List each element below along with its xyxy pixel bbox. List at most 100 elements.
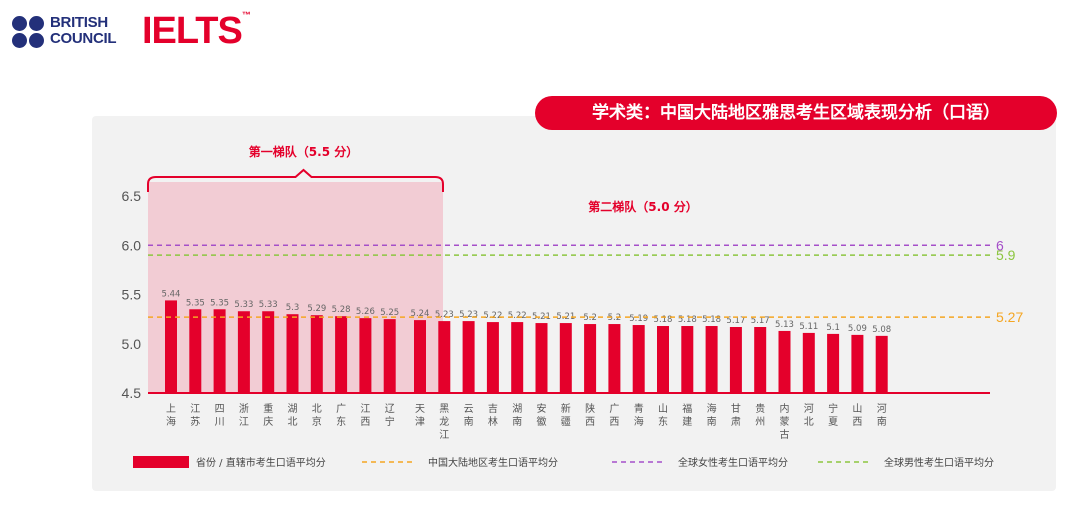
bar-value-label: 5.18 [678,315,697,325]
bar-value-label: 5.13 [775,320,794,330]
category-label: 云南 [464,404,474,428]
bar [632,325,645,393]
bar-value-label: 5.24 [411,309,430,319]
tier1-bracket [147,168,444,192]
category-label: 黑龙江 [439,403,449,441]
category-label: 重庆 [263,402,273,428]
british-council-logo: BRITISH COUNCIL [12,14,132,54]
y-tick-label: 6.0 [122,237,142,253]
bar-value-label: 5.22 [508,311,527,321]
bar-value-label: 5.33 [259,300,278,310]
tier1-label: 第一梯队（5.5 分） [249,144,358,159]
reference-line-label: 6 [996,237,1004,253]
bar-value-label: 5.44 [162,289,181,299]
category-label: 宁夏 [828,402,838,428]
bar [237,311,250,393]
bar [802,332,815,393]
category-label: 江西 [360,403,370,428]
category-label: 河南 [877,403,887,428]
bar [335,316,348,393]
bar [438,321,451,393]
category-label: 上海 [166,403,176,428]
category-label: 江苏 [190,403,200,428]
bar [705,326,718,393]
category-label: 山西 [852,403,862,428]
legend-line-label: 中国大陆地区考生口语平均分 [428,456,558,469]
category-label: 辽宁 [385,403,395,428]
bar-value-label: 5.23 [459,310,478,320]
bar-value-label: 5.3 [286,303,300,313]
bar-value-label: 5.11 [799,322,818,332]
bar [189,309,202,393]
category-label: 福建 [682,402,692,428]
bar-value-label: 5.17 [726,316,745,326]
bar [608,324,621,393]
bar [729,327,742,393]
bar-value-label: 5.17 [751,316,770,326]
category-label: 北京 [312,403,322,428]
category-label: 陕西 [585,402,595,428]
bar [827,333,840,393]
bar [359,318,372,393]
bar-value-label: 5.1 [826,323,840,333]
category-label: 河北 [804,403,814,428]
legend-line-label: 全球男性考生口语平均分 [884,456,994,469]
category-label: 贵州 [755,402,765,428]
category-label: 山东 [658,403,668,428]
bar-value-label: 5.08 [872,325,891,335]
category-label: 广东 [336,403,346,428]
bar-value-label: 5.21 [532,312,551,322]
bar [286,314,299,393]
british-council-wordmark: BRITISH COUNCIL [50,14,117,47]
bar-value-label: 5.19 [629,314,648,324]
bar [754,327,767,393]
category-label: 湖北 [288,403,298,428]
bar-value-label: 5.2 [583,313,597,323]
tier2-label: 第二梯队（5.0 分） [588,199,697,214]
y-tick-label: 6.5 [122,188,142,204]
category-label: 浙江 [239,403,249,428]
bar [657,326,669,393]
bar [559,323,572,393]
category-label: 内蒙古 [780,402,790,441]
category-label: 天津 [415,404,425,428]
bar-value-label: 5.22 [483,311,502,321]
category-label: 湖南 [512,403,522,428]
bar [462,321,475,393]
bar [681,326,694,393]
bar-value-label: 5.09 [848,324,867,334]
bar [262,311,275,393]
bar-value-label: 5.18 [654,315,673,325]
bar-value-label: 5.35 [210,298,229,308]
y-tick-label: 4.5 [122,385,142,401]
bar-value-label: 5.25 [380,308,399,318]
bar [310,315,323,393]
bar-value-label: 5.35 [186,298,205,308]
bar [486,322,499,393]
bar [851,334,864,393]
bar-value-label: 5.18 [702,315,721,325]
bar [584,324,597,393]
legend-line-label: 全球女性考生口语平均分 [678,456,788,469]
bar-value-label: 5.2 [608,313,622,323]
category-label: 广西 [609,403,619,428]
reference-line-label: 5.27 [996,309,1023,325]
bar [213,309,226,393]
legend-bar-swatch [133,456,189,468]
ielts-logo: IELTS™ [142,10,251,52]
category-label: 甘肃 [731,402,741,428]
bar [875,335,888,393]
category-label: 安徽 [537,402,547,428]
bar [165,300,177,393]
bar [778,330,791,393]
reference-line-label: 5.9 [996,247,1016,263]
category-label: 新疆 [561,402,571,428]
y-tick-label: 5.0 [122,336,142,352]
bar-value-label: 5.28 [332,305,351,315]
bar-value-label: 5.29 [307,304,326,314]
category-label: 青海 [634,402,644,428]
bar-value-label: 5.23 [435,310,454,320]
bar-value-label: 5.33 [234,300,253,310]
bar [414,320,426,393]
bar [383,319,396,393]
